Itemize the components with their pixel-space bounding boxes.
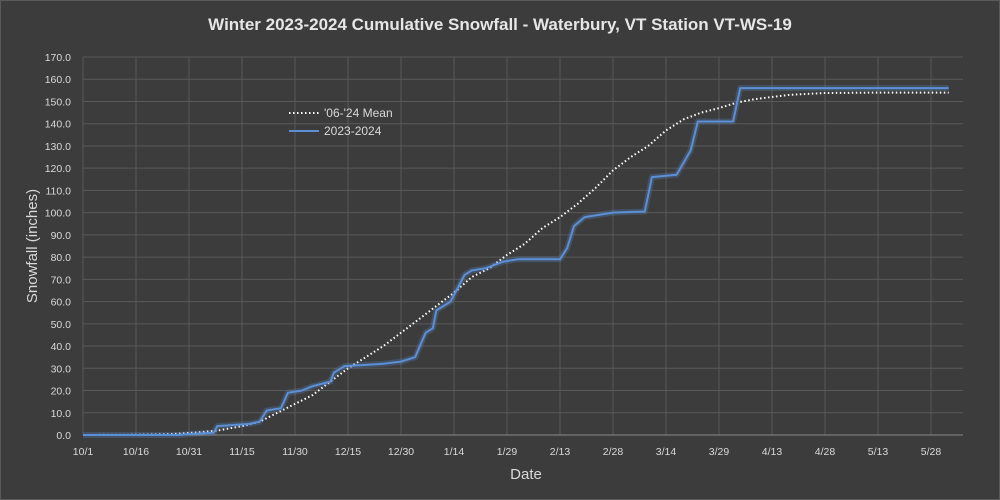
y-tick-label: 60.0: [51, 297, 72, 309]
y-tick-label: 20.0: [51, 386, 72, 398]
x-tick-label: 11/15: [229, 446, 255, 458]
x-tick-label: 3/14: [656, 446, 677, 458]
x-tick-label: 4/28: [815, 446, 836, 458]
y-tick-label: 90.0: [51, 230, 72, 242]
gridlines: [82, 56, 963, 436]
x-tick-label: 3/29: [709, 446, 730, 458]
x-tick-label: 1/14: [444, 446, 465, 458]
series-current-glow: [83, 85, 949, 438]
x-tick-label: 12/30: [388, 446, 414, 458]
y-tick-label: 110.0: [46, 185, 72, 197]
series-current-line: [83, 87, 949, 436]
y-tick-label: 160.0: [45, 74, 71, 86]
y-tick-label: 0.0: [56, 430, 71, 442]
x-axis-ticks: 10/1 10/16 10/31 11/15 11/30 12/15 12/30 1/14 1/…: [73, 446, 942, 458]
y-tick-label: 80.0: [51, 252, 72, 264]
y-tick-label: 170.0: [45, 52, 71, 64]
legend-current-label: 2023-2024: [324, 124, 382, 138]
y-tick-label: 100.0: [45, 208, 71, 220]
y-axis-ticks: 0.0 10.0 20.0 30.0 40.0 50.0 60.0 70.0 80.0 90.0 1…: [45, 52, 71, 442]
y-tick-label: 140.0: [45, 119, 71, 131]
x-tick-label: 4/13: [762, 446, 783, 458]
series-lines: [82, 85, 949, 438]
legend-mean-label: '06-'24 Mean: [324, 106, 393, 120]
x-tick-label: 10/31: [176, 446, 202, 458]
y-tick-label: 10.0: [51, 408, 72, 420]
y-tick-label: 120.0: [45, 163, 71, 175]
x-tick-label: 12/15: [335, 446, 361, 458]
x-tick-label: 5/28: [921, 446, 942, 458]
x-tick-label: 10/1: [73, 446, 94, 458]
y-tick-label: 150.0: [45, 96, 71, 108]
series-mean-line: [82, 91, 949, 436]
x-tick-label: 1/29: [497, 446, 518, 458]
y-axis-title: Snowfall (inches): [24, 189, 41, 303]
y-tick-label: 130.0: [45, 141, 71, 153]
x-tick-label: 2/28: [603, 446, 624, 458]
x-tick-label: 5/13: [868, 446, 889, 458]
x-tick-label: 11/30: [282, 446, 308, 458]
chart-title: Winter 2023-2024 Cumulative Snowfall - W…: [208, 15, 792, 34]
x-axis-title: Date: [510, 466, 542, 483]
y-tick-label: 50.0: [51, 319, 72, 331]
y-tick-label: 40.0: [51, 341, 72, 353]
y-tick-label: 30.0: [51, 363, 72, 375]
x-tick-label: 10/16: [123, 446, 149, 458]
y-tick-label: 70.0: [51, 274, 72, 286]
x-tick-label: 2/13: [550, 446, 571, 458]
legend: '06-'24 Mean 2023-2024: [289, 106, 393, 138]
